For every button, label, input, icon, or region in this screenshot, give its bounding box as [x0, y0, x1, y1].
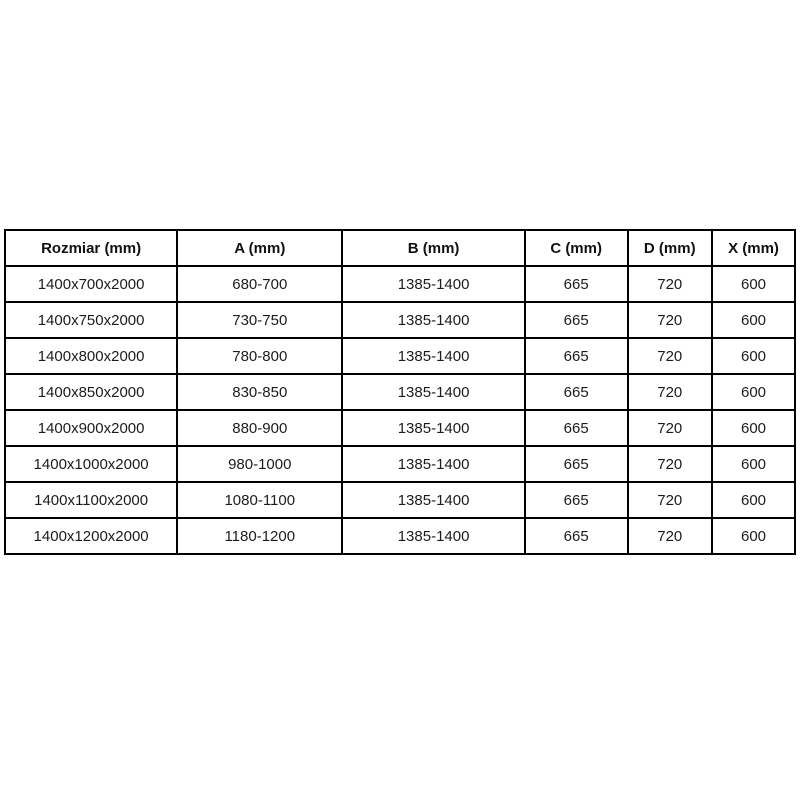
- table-cell: 720: [626, 517, 714, 555]
- table-cell: 600: [711, 445, 796, 483]
- table-cell: 600: [711, 337, 796, 375]
- table-cell: 1080-1100: [176, 481, 344, 519]
- table-cell: 1400x850x2000: [3, 373, 179, 411]
- table-cell: 665: [523, 445, 629, 483]
- table-cell: 720: [626, 445, 714, 483]
- table-cell: 665: [523, 409, 629, 447]
- header-cell-d: D (mm): [626, 229, 714, 267]
- header-cell-b: B (mm): [341, 229, 526, 267]
- table-row: 1400x1100x2000 1080-1100 1385-1400 665 7…: [3, 481, 796, 519]
- table-row: 1400x700x2000 680-700 1385-1400 665 720 …: [3, 265, 796, 303]
- header-cell-rozmiar: Rozmiar (mm): [3, 229, 179, 267]
- table-row: 1400x900x2000 880-900 1385-1400 665 720 …: [3, 409, 796, 447]
- table-cell: 600: [711, 481, 796, 519]
- header-cell-a: A (mm): [176, 229, 344, 267]
- table-cell: 665: [523, 481, 629, 519]
- table-cell: 980-1000: [176, 445, 344, 483]
- table-cell: 665: [523, 373, 629, 411]
- table-cell: 1180-1200: [176, 517, 344, 555]
- table-cell: 665: [523, 337, 629, 375]
- table-cell: 1400x800x2000: [3, 337, 179, 375]
- header-cell-x: X (mm): [711, 229, 796, 267]
- table-row: 1400x800x2000 780-800 1385-1400 665 720 …: [3, 337, 796, 375]
- table-cell: 665: [523, 265, 629, 303]
- table-cell: 665: [523, 301, 629, 339]
- table-cell: 600: [711, 373, 796, 411]
- table-cell: 730-750: [176, 301, 344, 339]
- table-cell: 720: [626, 337, 714, 375]
- header-cell-c: C (mm): [523, 229, 629, 267]
- size-dimensions-table: Rozmiar (mm) A (mm) B (mm) C (mm) D (mm)…: [3, 229, 796, 555]
- table-cell: 600: [711, 301, 796, 339]
- table-cell: 600: [711, 409, 796, 447]
- table-cell: 680-700: [176, 265, 344, 303]
- table-cell: 720: [626, 481, 714, 519]
- table-cell: 720: [626, 409, 714, 447]
- table-cell: 1385-1400: [341, 517, 526, 555]
- table-row: 1400x750x2000 730-750 1385-1400 665 720 …: [3, 301, 796, 339]
- table-cell: 1400x1000x2000: [3, 445, 179, 483]
- table-cell: 1385-1400: [341, 445, 526, 483]
- table-cell: 1400x900x2000: [3, 409, 179, 447]
- table-cell: 780-800: [176, 337, 344, 375]
- table-cell: 1400x750x2000: [3, 301, 179, 339]
- table-cell: 1385-1400: [341, 265, 526, 303]
- table-cell: 720: [626, 373, 714, 411]
- table-row: 1400x850x2000 830-850 1385-1400 665 720 …: [3, 373, 796, 411]
- table-cell: 1385-1400: [341, 301, 526, 339]
- table-row: 1400x1200x2000 1180-1200 1385-1400 665 7…: [3, 517, 796, 555]
- table-cell: 880-900: [176, 409, 344, 447]
- table-cell: 600: [711, 265, 796, 303]
- table-cell: 720: [626, 301, 714, 339]
- table-cell: 720: [626, 265, 714, 303]
- table-cell: 665: [523, 517, 629, 555]
- table-cell: 1385-1400: [341, 409, 526, 447]
- table-cell: 1400x700x2000: [3, 265, 179, 303]
- table-cell: 1385-1400: [341, 337, 526, 375]
- header-row: Rozmiar (mm) A (mm) B (mm) C (mm) D (mm)…: [3, 229, 796, 267]
- table-cell: 600: [711, 517, 796, 555]
- table-cell: 1385-1400: [341, 481, 526, 519]
- table-row: 1400x1000x2000 980-1000 1385-1400 665 72…: [3, 445, 796, 483]
- table-cell: 1385-1400: [341, 373, 526, 411]
- table-cell: 830-850: [176, 373, 344, 411]
- table-cell: 1400x1200x2000: [3, 517, 179, 555]
- table-cell: 1400x1100x2000: [3, 481, 179, 519]
